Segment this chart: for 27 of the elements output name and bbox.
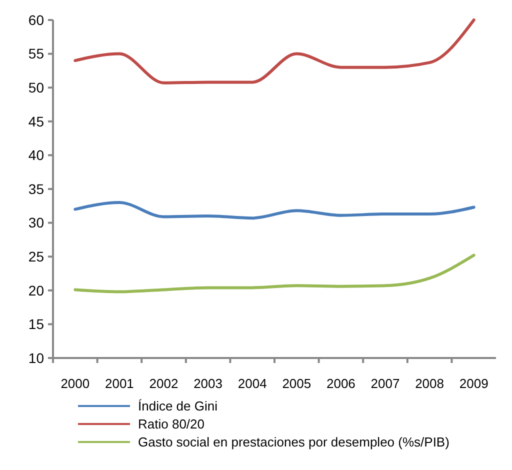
x-tick-label: 2003 xyxy=(194,376,223,391)
y-tick-label: 25 xyxy=(28,248,44,264)
x-tick-label: 2000 xyxy=(60,376,90,391)
x-tick-label: 2008 xyxy=(415,376,444,391)
x-tick-label: 2007 xyxy=(370,376,400,391)
y-tick-label: 15 xyxy=(28,316,44,332)
line-series xyxy=(74,254,476,294)
y-tick-label: 55 xyxy=(28,46,44,62)
legend-label: Índice de Gini xyxy=(138,398,218,414)
line-series xyxy=(74,201,476,220)
legend-label: Ratio 80/20 xyxy=(138,416,204,432)
x-tick-label: 2009 xyxy=(459,376,488,391)
line-series xyxy=(74,18,476,84)
y-tick-label: 45 xyxy=(28,113,44,130)
x-tick-label: 2001 xyxy=(104,376,134,391)
y-tick-label: 50 xyxy=(28,80,44,96)
legend-label: Gasto social en prestaciones por desempleo (%s/PIB) xyxy=(138,434,450,450)
y-tick-label: 30 xyxy=(28,214,44,231)
y-tick-label: 20 xyxy=(28,282,44,298)
y-tick-label: 10 xyxy=(28,350,44,366)
x-tick-label: 2006 xyxy=(326,376,356,391)
y-tick-label: 60 xyxy=(28,12,44,28)
y-tick-label: 40 xyxy=(28,147,44,164)
x-tick-label: 2005 xyxy=(282,376,312,391)
y-tick-label: 35 xyxy=(28,180,44,197)
x-tick-label: 2004 xyxy=(238,376,267,391)
x-tick-label: 2002 xyxy=(149,376,178,391)
